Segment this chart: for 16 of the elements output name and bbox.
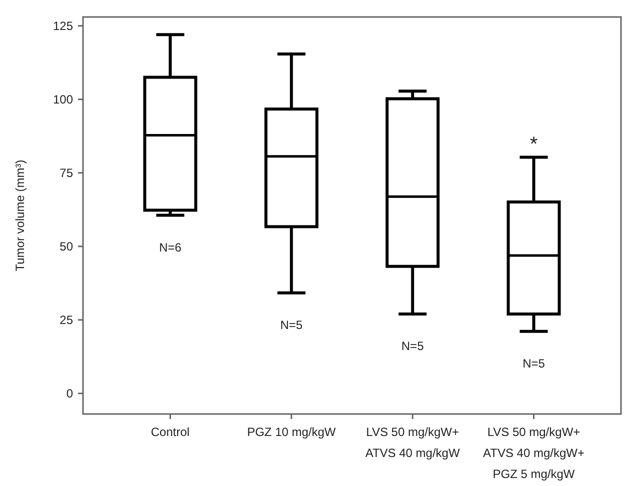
x-tick-label: Control <box>150 425 190 439</box>
y-tick-label: 25 <box>60 313 74 328</box>
annotation: N=5 <box>280 318 303 332</box>
annotation: N=6 <box>159 240 182 254</box>
y-tick-label: 100 <box>52 92 74 107</box>
annotation: * <box>530 133 538 156</box>
x-tick-label: PGZ 10 mg/kgW <box>247 425 336 439</box>
y-tick-label: 125 <box>52 19 74 34</box>
y-tick-label: 75 <box>60 166 74 180</box>
y-axis-title: Tumor volume (mm³) <box>13 160 27 272</box>
y-tick-label: 0 <box>66 386 74 401</box>
x-tick-label: LVS 50 mg/kgW+ ATVS 40 mg/kgW+ PGZ 5 mg/kgW <box>483 425 584 481</box>
annotation: N=5 <box>522 356 546 371</box>
annotation: N=5 <box>401 339 424 354</box>
y-tick-label: 50 <box>60 240 74 254</box>
x-tick-label: LVS 50 mg/kgW+ ATVS 40 mg/kgW <box>365 425 460 460</box>
